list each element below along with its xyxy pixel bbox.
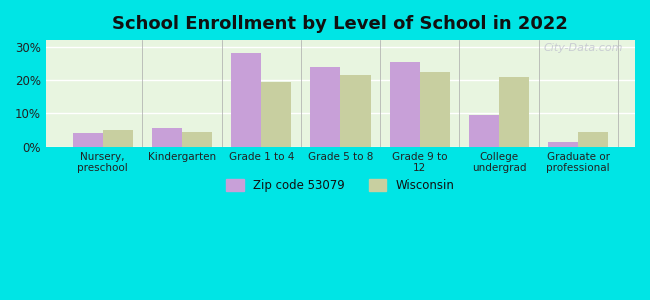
Bar	[310, 67, 341, 147]
Bar	[499, 77, 529, 147]
Bar	[469, 115, 499, 147]
Bar	[389, 62, 420, 147]
Legend: Zip code 53079, Wisconsin: Zip code 53079, Wisconsin	[222, 174, 460, 196]
Bar	[341, 75, 370, 147]
Bar	[548, 142, 578, 147]
Bar	[182, 132, 212, 147]
Bar	[420, 72, 450, 147]
Bar	[231, 53, 261, 147]
Bar	[73, 134, 103, 147]
Bar	[152, 128, 182, 147]
Title: School Enrollment by Level of School in 2022: School Enrollment by Level of School in …	[112, 15, 568, 33]
Bar	[578, 132, 608, 147]
Bar	[103, 130, 133, 147]
Bar	[261, 82, 291, 147]
Text: City-Data.com: City-Data.com	[543, 43, 623, 53]
